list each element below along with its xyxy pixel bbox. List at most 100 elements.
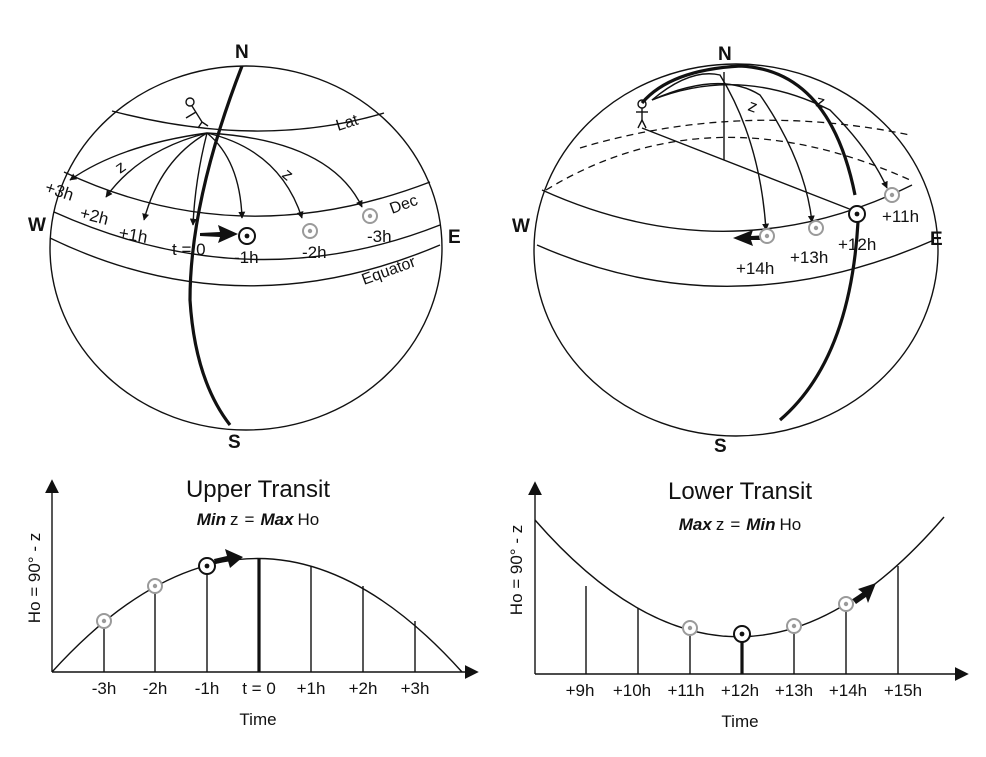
lower-globe-outline (533, 63, 939, 437)
upper-dec-circle-lower (53, 211, 441, 261)
upper-hour-minus1h: -1h (234, 248, 259, 267)
lower-tick-plus14h: +14h (829, 681, 867, 700)
z-arc-plus2h (105, 132, 208, 198)
lower-hour-plus13h: +13h (790, 248, 828, 267)
subtitle-z: z (716, 515, 725, 534)
lower-motion-arrow (733, 230, 770, 246)
lower-south-label: S (714, 436, 727, 457)
lower-ylabel: Ho = 90° - z (507, 525, 526, 615)
upper-north-label: N (235, 42, 249, 63)
upper-lat-label: Lat (334, 112, 361, 135)
upper-tick-t0: t = 0 (242, 679, 276, 698)
sun-symbol-minus1h (238, 227, 256, 245)
sun-symbol-minus3h (362, 208, 378, 224)
upper-chart-sun-minus1h (198, 557, 216, 575)
lower-east-label: E (930, 229, 943, 250)
lower-chart-sun-plus14h (838, 596, 854, 612)
upper-chart-sun-minus3h (96, 613, 112, 629)
lower-tick-plus15h: +15h (884, 681, 922, 700)
lower-chart-sun-plus11h (682, 620, 698, 636)
z-arc-plus1h (142, 132, 208, 221)
z-arc-minus1h (206, 132, 246, 219)
upper-south-label: S (228, 432, 241, 453)
lower-meridian-back (778, 221, 860, 422)
upper-z-label-2: z (278, 165, 297, 185)
subtitle-ho: Ho (298, 510, 320, 529)
lower-chart-motion-arrow (853, 583, 876, 604)
z-arc-plus3h (69, 132, 208, 181)
subtitle-ho: Ho (780, 515, 802, 534)
upper-tick-minus2h: -2h (143, 679, 168, 698)
lower-z-arc-3 (651, 83, 888, 189)
upper-lat-circle (111, 110, 385, 132)
upper-ylabel: Ho = 90° - z (25, 533, 44, 623)
upper-hour-t0: t = 0 (172, 240, 206, 259)
lower-meridian (640, 64, 857, 196)
sun-symbol-plus12h (848, 205, 866, 223)
upper-altitude-curve (51, 557, 463, 673)
upper-z-label-1: z (111, 157, 129, 177)
subtitle-z: z (230, 510, 239, 529)
lower-dec-circle (541, 184, 913, 232)
lower-z-label-1: z (746, 96, 760, 117)
lower-tick-plus12h: +12h (721, 681, 759, 700)
lower-tick-plus9h: +9h (566, 681, 595, 700)
lower-hour-plus12h: +12h (838, 235, 876, 254)
upper-hour-plus2h: +2h (78, 203, 111, 228)
upper-tick-minus1h: -1h (195, 679, 220, 698)
upper-hour-minus2h: -2h (302, 243, 327, 262)
subtitle-eq: = (730, 515, 740, 534)
lower-tick-plus13h: +13h (775, 681, 813, 700)
upper-transit-chart: Upper Transit Min z = Max Ho Ho = 90° - z Ti… (25, 476, 479, 729)
lower-chart-sun-plus13h (786, 618, 802, 634)
upper-globe-outline (49, 65, 443, 431)
upper-tick-plus1h: +1h (297, 679, 326, 698)
lower-z-label-2: z (814, 92, 827, 113)
sun-symbol-minus2h (302, 223, 318, 239)
lower-lat-dashed (579, 119, 911, 149)
observer-figure-upper (185, 97, 209, 129)
lower-transit-chart: Lower Transit Max z = Min Ho Ho = 90° - (507, 478, 969, 731)
upper-xlabel: Time (239, 710, 276, 729)
sun-symbol-plus11h (884, 187, 900, 203)
upper-hour-plus1h: +1h (117, 223, 149, 247)
upper-west-label: W (28, 215, 46, 236)
upper-east-label: E (448, 227, 461, 248)
lower-west-label: W (512, 216, 530, 237)
upper-transit-globe: N S W E Lat Dec Equator z z +3h +2h +1h … (28, 42, 461, 453)
lower-transit-globe: N S W E z z +11h +12h +13h +14h (512, 44, 943, 457)
lower-chart-subtitle: Max z = Min Ho (679, 515, 802, 534)
upper-chart-subtitle: Min z = Max Ho (197, 510, 320, 529)
lower-north-label: N (718, 44, 732, 65)
z-arc-t0 (189, 132, 208, 226)
upper-chart-motion-arrow (214, 549, 243, 568)
z-arc-minus3h (206, 132, 363, 208)
upper-chart-sun-minus2h (147, 578, 163, 594)
subtitle-max: Max (260, 510, 295, 529)
lower-chart-title: Lower Transit (668, 478, 812, 505)
upper-tick-plus2h: +2h (349, 679, 378, 698)
upper-dec-label: Dec (388, 192, 421, 218)
upper-hour-plus3h: +3h (43, 178, 76, 205)
subtitle-min: Min (746, 515, 775, 534)
upper-chart-title: Upper Transit (186, 476, 330, 503)
lower-horizon-line (641, 127, 853, 211)
lower-chart-sun-plus12h (733, 625, 751, 643)
lower-altitude-curve (534, 516, 945, 638)
sun-symbol-plus13h (808, 220, 824, 236)
lower-z-arc-1 (651, 73, 770, 231)
observer-figure-lower (636, 99, 648, 129)
lower-tick-plus10h: +10h (613, 681, 651, 700)
subtitle-eq: = (245, 510, 255, 529)
subtitle-min: Min (197, 510, 226, 529)
upper-motion-arrow (200, 225, 238, 243)
z-arc-minus2h (206, 132, 304, 219)
upper-hour-minus3h: -3h (367, 227, 392, 246)
lower-equator (536, 239, 935, 287)
subtitle-max: Max (679, 515, 714, 534)
upper-equator-label: Equator (360, 253, 419, 288)
upper-equator (49, 237, 441, 287)
lower-hour-plus14h: +14h (736, 259, 774, 278)
lower-tick-plus11h: +11h (667, 681, 704, 700)
